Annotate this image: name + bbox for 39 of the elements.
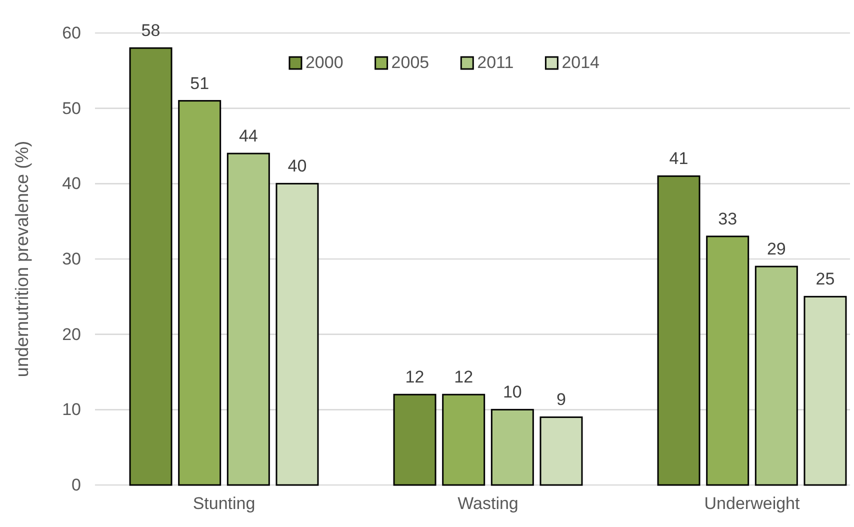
data-label: 29 [766, 240, 786, 259]
data-label: 44 [238, 126, 258, 146]
data-label: 25 [816, 270, 835, 289]
bar [178, 100, 222, 486]
y-tick-label: 0 [72, 475, 81, 494]
bar [490, 408, 534, 486]
legend-label: 2011 [477, 53, 514, 72]
data-label: 51 [190, 74, 210, 93]
data-label: 10 [502, 382, 522, 402]
data-label: 40 [288, 156, 307, 176]
bar [276, 182, 319, 486]
legend-label: 2000 [305, 53, 344, 72]
data-label: 12 [405, 368, 424, 387]
data-label: 33 [718, 209, 738, 228]
y-tick-label: 50 [62, 98, 81, 118]
y-tick-label: 30 [62, 249, 81, 268]
data-label: 41 [669, 149, 688, 168]
data-label: 9 [556, 390, 566, 410]
legend-label: 2005 [391, 53, 430, 72]
bar [442, 394, 486, 486]
y-axis-title: undernutrition prevalence (%) [12, 140, 32, 378]
y-tick-label: 20 [62, 324, 81, 344]
data-label: 12 [454, 368, 474, 387]
bar [657, 175, 700, 486]
bar [804, 296, 847, 486]
bar [540, 416, 583, 486]
x-tick-label: Stunting [192, 494, 256, 514]
bar [226, 152, 270, 486]
x-tick-label: Wasting [458, 494, 518, 514]
y-tick-label: 40 [62, 174, 81, 194]
y-tick-label: 60 [62, 23, 81, 42]
x-tick-label: Underweight [704, 494, 800, 514]
y-tick-label: 10 [62, 400, 81, 420]
bar [706, 236, 750, 486]
data-label: 58 [141, 21, 160, 40]
bar [754, 266, 798, 486]
legend-label: 2014 [562, 53, 600, 72]
bar [129, 47, 172, 486]
bar [393, 394, 436, 486]
